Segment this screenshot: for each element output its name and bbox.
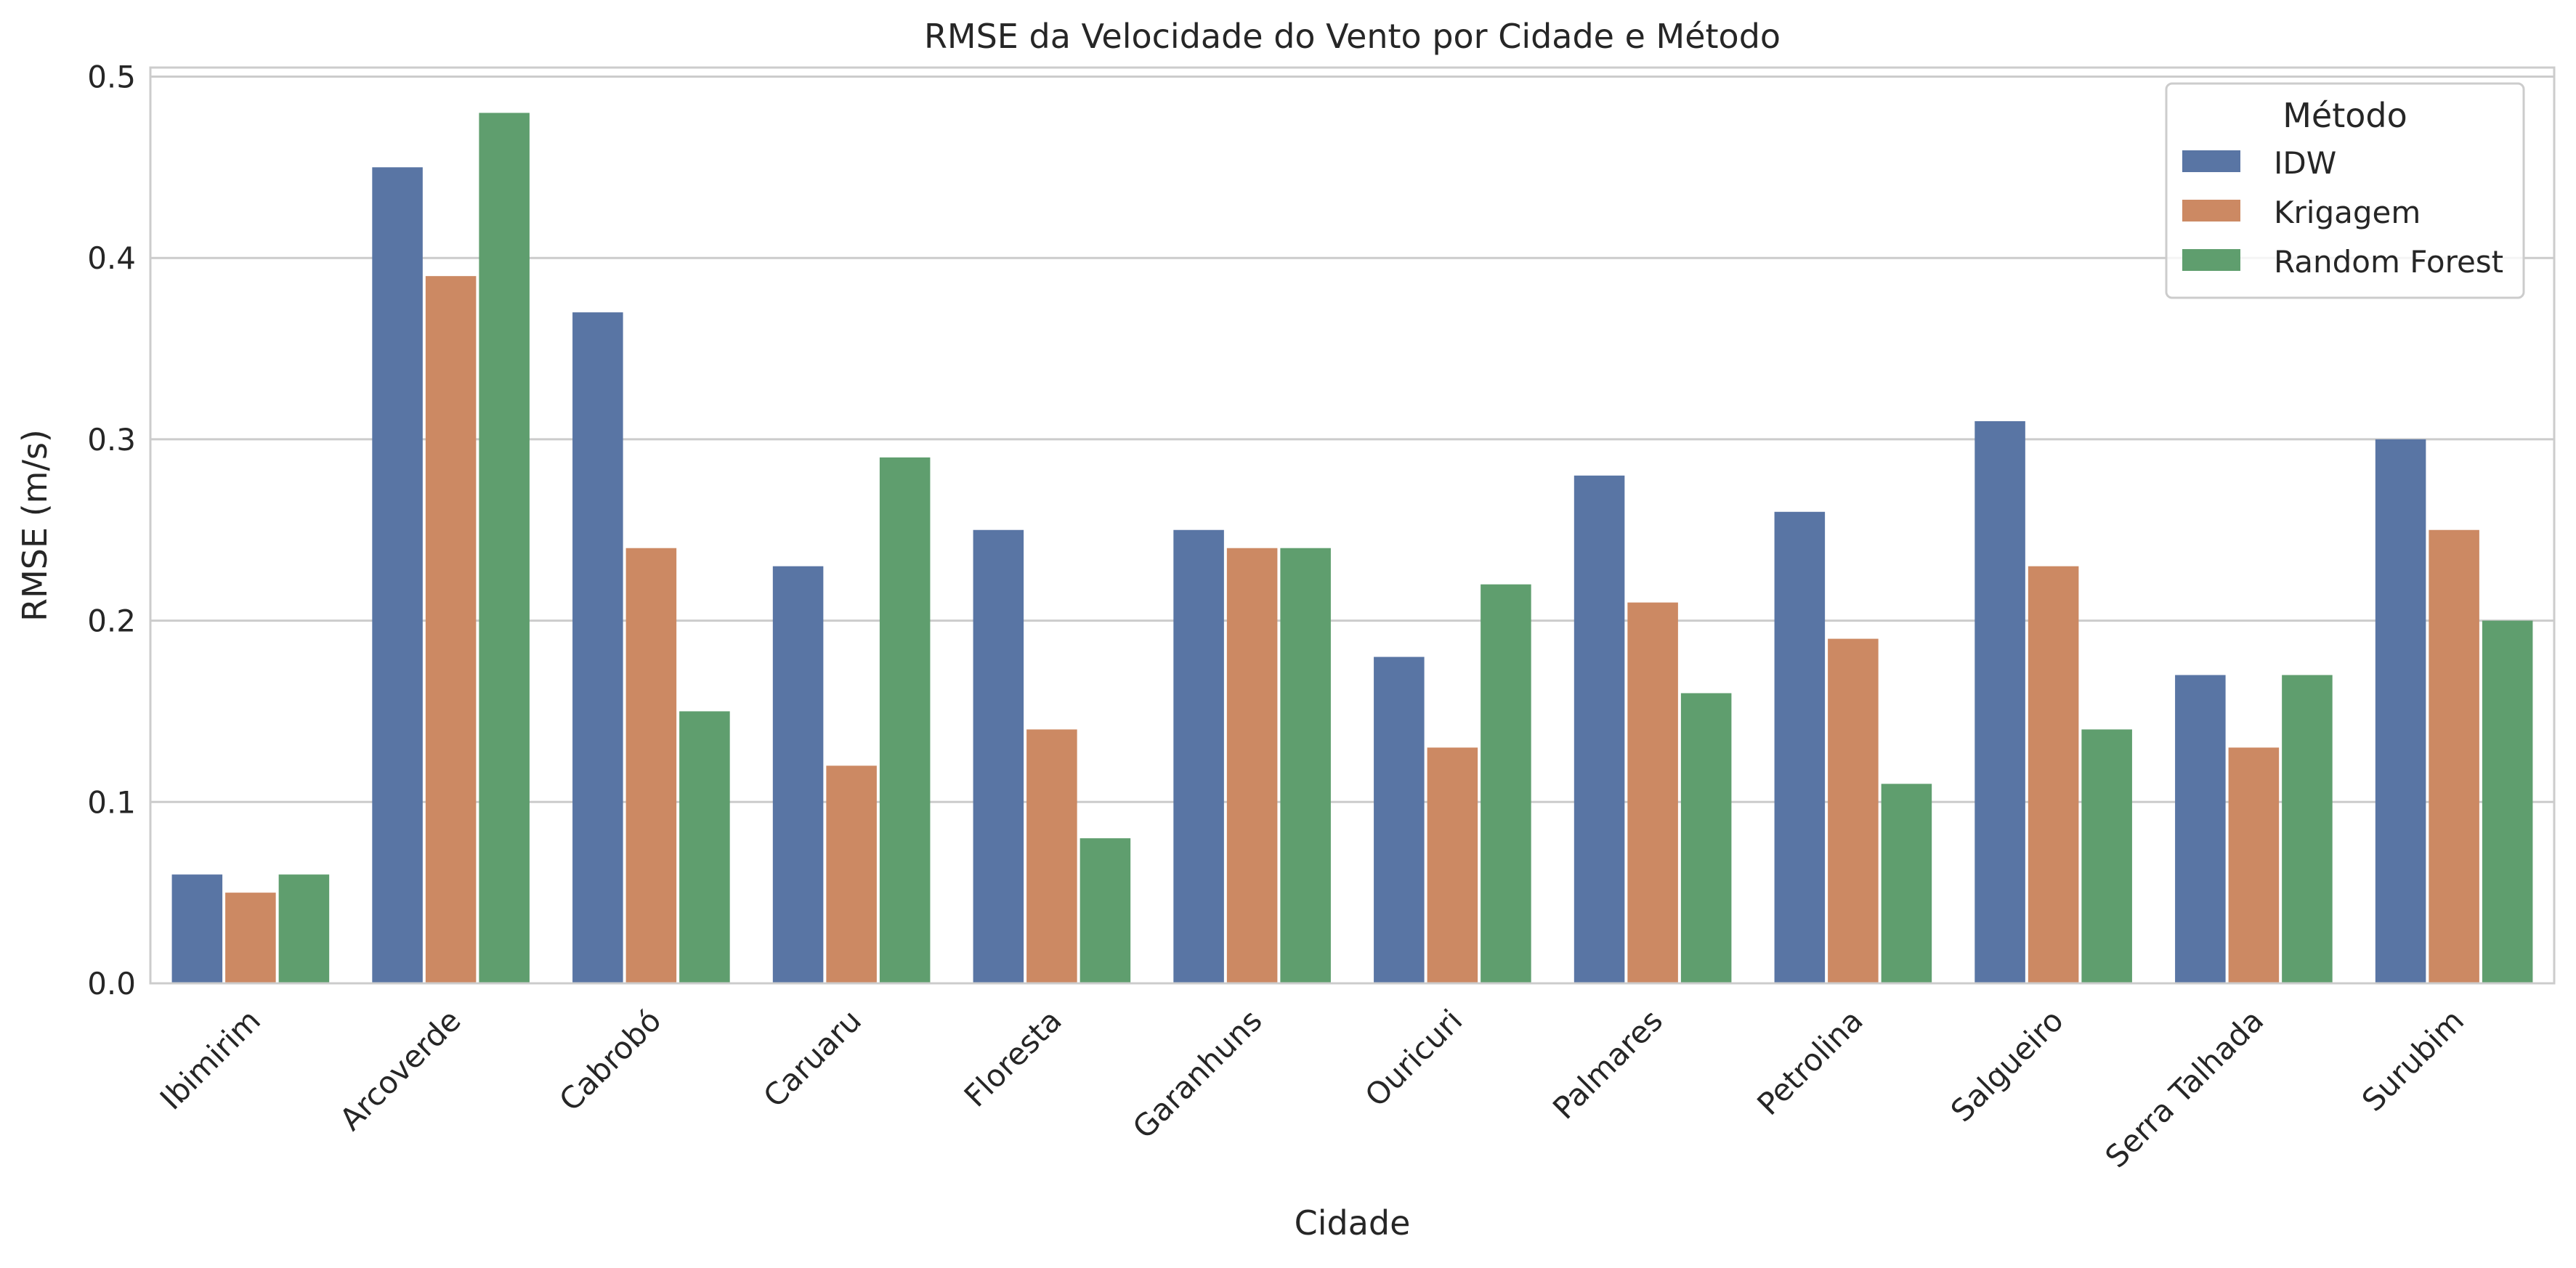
y-tick-label: 0.3 (87, 422, 136, 458)
legend-swatch (2182, 249, 2240, 271)
x-tick-label: Garanhuns (1126, 1002, 1269, 1145)
x-tick-label: Petrolina (1750, 1002, 1870, 1122)
y-tick-label: 0.0 (87, 966, 136, 1001)
x-axis-label: Cidade (1295, 1203, 1411, 1243)
legend-swatch (2182, 150, 2240, 172)
bar (973, 529, 1024, 983)
bar (479, 113, 530, 983)
y-tick-label: 0.1 (87, 784, 136, 820)
legend-label: IDW (2274, 145, 2336, 181)
bar (625, 548, 677, 983)
bar (1774, 511, 1826, 983)
bar (679, 711, 730, 983)
bar (2282, 675, 2333, 983)
bar (1627, 602, 1678, 983)
bar (2028, 566, 2079, 983)
y-axis-label: RMSE (m/s) (15, 429, 54, 622)
bar (1573, 475, 1625, 983)
bar (1226, 548, 1278, 983)
bar (1481, 584, 1531, 983)
bar (879, 457, 931, 983)
bar (2482, 620, 2533, 983)
x-tick-labels: Ibimirim Arcoverde Cabrobó Caruaru Floresta G… (153, 1002, 2471, 1174)
x-tick-label: Surubim (2355, 1002, 2471, 1118)
x-tick-label: Cabrobó (552, 1002, 668, 1118)
legend-swatch (2182, 200, 2240, 222)
bars (171, 113, 2533, 983)
y-tick-label: 0.4 (87, 240, 136, 276)
bar (1881, 784, 1932, 983)
legend: Método IDW Krigagem Random Forest (2165, 82, 2525, 299)
y-tick-labels: 0.0 0.1 0.2 0.3 0.4 0.5 (87, 59, 136, 1001)
plot-frame (149, 66, 2556, 985)
bar (1280, 548, 1331, 983)
bar (2228, 747, 2280, 983)
legend-label: Krigagem (2274, 195, 2421, 230)
legend-box (2165, 82, 2525, 299)
bar (572, 312, 623, 983)
bar (2375, 439, 2426, 983)
gridlines (150, 75, 2554, 803)
y-tick-label: 0.5 (87, 59, 136, 94)
bar (2081, 729, 2132, 983)
x-tick-label: Floresta (957, 1002, 1069, 1113)
x-tick-label: Ouricuri (1358, 1002, 1470, 1113)
legend-items: IDW Krigagem Random Forest (2182, 145, 2503, 280)
bar (372, 167, 423, 983)
x-tick-label: Caruaru (756, 1002, 868, 1114)
y-tick-label: 0.2 (87, 603, 136, 639)
x-tick-label: Serra Talhada (2098, 1002, 2270, 1174)
bar (1828, 638, 1879, 983)
bar (1173, 529, 1224, 983)
bar (2429, 529, 2479, 983)
chart-title: RMSE da Velocidade do Vento por Cidade e… (924, 17, 1781, 56)
x-tick-label: Arcoverde (333, 1002, 468, 1137)
bar (772, 566, 824, 983)
x-tick-label: Salgueiro (1944, 1002, 2070, 1129)
x-tick-label: Ibimirim (153, 1002, 267, 1116)
bar (2175, 675, 2226, 983)
legend-label: Random Forest (2274, 244, 2503, 280)
bar (826, 765, 877, 983)
bar (425, 276, 477, 983)
bar (225, 893, 276, 983)
bar (1974, 420, 2025, 983)
legend-title: Método (2283, 96, 2407, 135)
bar (171, 874, 223, 983)
bar (1374, 657, 1425, 983)
bar (278, 874, 330, 983)
bar (1080, 838, 1131, 983)
bar (1026, 729, 1077, 983)
x-tick-label: Palmares (1546, 1002, 1669, 1126)
bar (1427, 747, 1478, 983)
bar (1680, 693, 1732, 983)
